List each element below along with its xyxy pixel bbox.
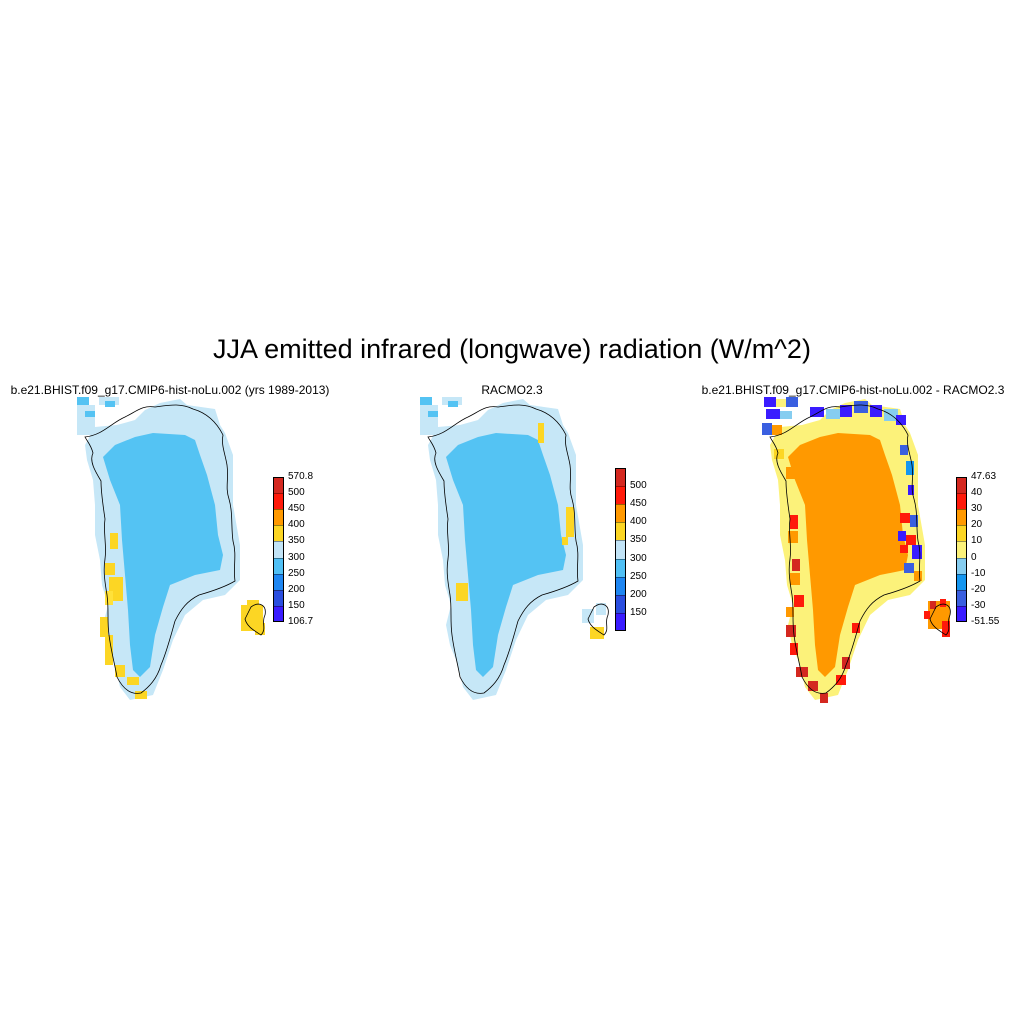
iceland-cells <box>924 599 950 637</box>
colorbar-label: -20 <box>971 583 986 595</box>
colorbar-label: 350 <box>630 534 647 546</box>
colorbar-swatch <box>273 557 284 574</box>
colorbar-label: 570.8 <box>288 471 314 482</box>
colorbar-swatch <box>615 486 626 505</box>
colorbar-swatch <box>956 589 967 606</box>
colorbar-label: 200 <box>288 583 305 595</box>
colorbar-label: 200 <box>630 588 647 600</box>
colorbar-label: 20 <box>971 519 983 531</box>
colorbar-label: 40 <box>971 487 983 499</box>
colorbar-label: 250 <box>288 567 305 579</box>
coastal-warm-cells <box>456 423 574 601</box>
colorbar-label: 0 <box>971 551 977 563</box>
colorbar-swatch <box>956 557 967 574</box>
colorbar-swatch <box>615 504 626 523</box>
colorbar-swatch <box>956 573 967 590</box>
colorbar-label: 47.63 <box>971 471 997 482</box>
greenland-interior <box>446 433 566 677</box>
west-coast-cells <box>774 449 860 703</box>
colorbar-swatch <box>273 589 284 606</box>
coastal-warm-cells <box>100 533 147 699</box>
colorbar-label: 500 <box>630 480 647 492</box>
colorbar-label: 350 <box>288 535 305 547</box>
colorbar-label: 150 <box>288 599 305 611</box>
colorbar-box <box>956 477 967 622</box>
colorbar-label: 250 <box>630 570 647 582</box>
iceland-cells <box>241 600 265 635</box>
colorbar-label: 300 <box>630 552 647 564</box>
greenland-interior <box>103 433 223 677</box>
coastline <box>427 404 609 694</box>
colorbar-label: 106.7 <box>288 616 314 627</box>
colorbar-swatch <box>273 525 284 542</box>
east-coast-cells <box>898 445 922 581</box>
colorbar-label: 400 <box>288 519 305 531</box>
panel-2-colorbar: 150 200 250 300 350 400 450 500 <box>615 468 675 631</box>
panel-3-title: b.e21.BHIST.f09_g17.CMIP6-hist-noLu.002 … <box>701 383 1005 397</box>
panel-2-title: RACMO2.3 <box>481 383 543 397</box>
upper-left-cells <box>77 397 119 435</box>
greenland-interior <box>788 433 908 677</box>
colorbar-label: 450 <box>288 503 305 515</box>
colorbar-swatch <box>615 576 626 595</box>
colorbar-label: 300 <box>288 551 305 563</box>
colorbar-label: 150 <box>630 606 647 618</box>
colorbar-box <box>273 477 284 622</box>
colorbar-label: 10 <box>971 535 983 547</box>
panel-2-map <box>420 397 609 700</box>
colorbar-swatch <box>273 541 284 558</box>
colorbar-label: 30 <box>971 503 983 515</box>
colorbar-swatch <box>273 493 284 510</box>
colorbar-swatch <box>273 573 284 590</box>
colorbar-swatch <box>956 493 967 510</box>
upper-left-cells <box>420 397 462 435</box>
colorbar-swatch <box>956 605 967 622</box>
colorbar-box <box>615 468 626 631</box>
colorbar-swatch <box>615 558 626 577</box>
northern-coast-cells <box>762 397 906 435</box>
panel-1-colorbar: 106.7 150 200 250 300 350 400 450 500 570.8 <box>273 472 333 627</box>
colorbar-label: 400 <box>630 516 647 528</box>
panel-1-map <box>77 397 266 700</box>
panel-3-colorbar: -51.55 -30 -20 -10 0 10 20 30 40 47.63 <box>956 472 1016 627</box>
colorbar-label: 500 <box>288 487 305 499</box>
panel-3-map <box>762 397 951 703</box>
colorbar-swatch <box>615 594 626 613</box>
figure-title: JJA emitted infrared (longwave) radiatio… <box>213 334 811 364</box>
colorbar-swatch <box>615 522 626 541</box>
colorbar-label: -30 <box>971 599 986 611</box>
colorbar-swatch <box>956 525 967 542</box>
colorbar-swatch <box>615 540 626 559</box>
colorbar-swatch <box>956 541 967 558</box>
iceland-cells <box>582 603 606 639</box>
colorbar-swatch <box>273 605 284 622</box>
coastline <box>769 404 951 694</box>
colorbar-swatch <box>956 509 967 526</box>
colorbar-label: 450 <box>630 498 647 510</box>
coastline <box>84 404 266 694</box>
panel-1-title: b.e21.BHIST.f09_g17.CMIP6-hist-noLu.002 … <box>10 383 330 397</box>
colorbar-label: -10 <box>971 567 986 579</box>
colorbar-swatch <box>273 509 284 526</box>
colorbar-swatch <box>615 612 626 631</box>
colorbar-label: -51.55 <box>971 616 1000 627</box>
